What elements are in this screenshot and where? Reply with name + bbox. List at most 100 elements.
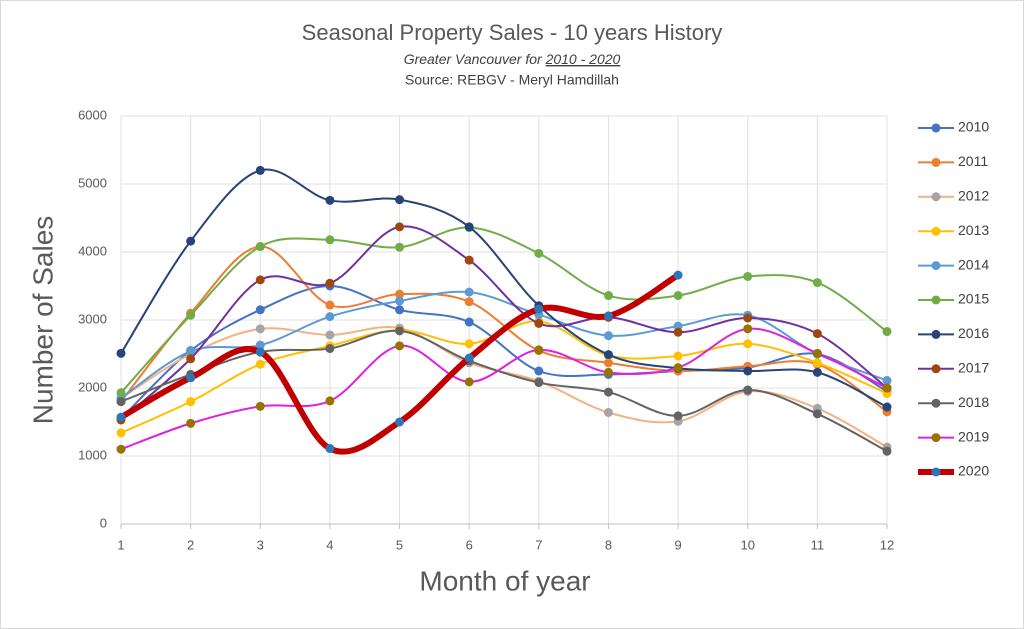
data-point bbox=[255, 165, 265, 175]
data-point bbox=[812, 409, 822, 419]
data-point bbox=[464, 339, 474, 349]
subtitle-years: 2010 - 2020 bbox=[545, 51, 621, 67]
data-point bbox=[673, 327, 683, 337]
data-point bbox=[743, 385, 753, 395]
data-point bbox=[325, 396, 335, 406]
x-tick-label: 1 bbox=[117, 537, 124, 552]
legend-marker bbox=[931, 433, 941, 443]
data-point bbox=[186, 397, 196, 407]
y-tick-label: 0 bbox=[100, 515, 107, 530]
data-point bbox=[255, 340, 265, 350]
y-tick-label: 1000 bbox=[78, 447, 107, 462]
legend-marker bbox=[931, 123, 941, 133]
x-tick-label: 9 bbox=[674, 537, 681, 552]
x-tick-label: 6 bbox=[466, 537, 473, 552]
data-point bbox=[395, 289, 405, 299]
x-tick-label: 12 bbox=[880, 537, 894, 552]
data-point bbox=[603, 291, 613, 301]
data-point bbox=[464, 287, 474, 297]
data-point bbox=[255, 242, 265, 252]
data-point bbox=[186, 310, 196, 320]
legend-marker bbox=[931, 329, 941, 339]
data-point bbox=[186, 373, 196, 383]
legend-label: 2016 bbox=[958, 325, 989, 341]
x-tick-label: 4 bbox=[326, 537, 333, 552]
data-point bbox=[464, 317, 474, 327]
y-tick-label: 5000 bbox=[78, 175, 107, 190]
data-point bbox=[186, 346, 196, 356]
data-point bbox=[673, 411, 683, 421]
data-point bbox=[325, 278, 335, 288]
legend-label: 2013 bbox=[958, 222, 989, 238]
legend-marker bbox=[931, 226, 941, 236]
legend-label: 2020 bbox=[958, 463, 989, 479]
data-point bbox=[255, 305, 265, 315]
data-point bbox=[255, 347, 265, 357]
data-point bbox=[116, 444, 126, 454]
y-tick-label: 4000 bbox=[78, 243, 107, 258]
y-tick-label: 3000 bbox=[78, 311, 107, 326]
legend-marker bbox=[931, 398, 941, 408]
data-point bbox=[743, 339, 753, 349]
data-point bbox=[743, 313, 753, 323]
data-point bbox=[325, 312, 335, 322]
data-point bbox=[603, 407, 613, 417]
data-point bbox=[882, 376, 892, 386]
data-point bbox=[255, 275, 265, 285]
data-point bbox=[812, 278, 822, 288]
data-point bbox=[673, 270, 683, 280]
legend-marker bbox=[931, 261, 941, 271]
series-line bbox=[120, 329, 888, 453]
legend-label: 2019 bbox=[958, 428, 989, 444]
data-point bbox=[673, 351, 683, 361]
data-point bbox=[603, 311, 613, 321]
legend-label: 2010 bbox=[958, 119, 989, 135]
data-point bbox=[812, 329, 822, 339]
data-point bbox=[603, 387, 613, 397]
data-point bbox=[882, 383, 892, 393]
data-point bbox=[534, 345, 544, 355]
data-point bbox=[116, 397, 126, 407]
data-point bbox=[325, 344, 335, 354]
data-point bbox=[395, 195, 405, 205]
data-point bbox=[534, 304, 544, 314]
data-point bbox=[116, 412, 126, 422]
data-point bbox=[812, 367, 822, 377]
data-point bbox=[882, 327, 892, 337]
data-point bbox=[812, 348, 822, 358]
x-tick-label: 10 bbox=[740, 537, 754, 552]
data-point bbox=[325, 300, 335, 310]
data-point bbox=[882, 402, 892, 412]
subtitle-lead: Greater Vancouver for bbox=[404, 51, 543, 67]
legend-marker bbox=[931, 157, 941, 167]
legend-label: 2014 bbox=[958, 256, 989, 272]
data-point bbox=[464, 353, 474, 363]
data-point bbox=[395, 242, 405, 252]
y-tick-label: 6000 bbox=[78, 107, 107, 122]
data-point bbox=[255, 359, 265, 369]
data-point bbox=[186, 418, 196, 428]
x-tick-label: 2 bbox=[187, 537, 194, 552]
data-point bbox=[255, 324, 265, 334]
legend-label: 2018 bbox=[958, 394, 989, 410]
data-point bbox=[325, 235, 335, 245]
chart-source: Source: REBGV - Meryl Hamdillah bbox=[405, 72, 619, 88]
data-point bbox=[116, 388, 126, 398]
data-point bbox=[534, 248, 544, 258]
data-point bbox=[186, 354, 196, 364]
data-point bbox=[673, 291, 683, 301]
data-point bbox=[395, 417, 405, 427]
data-point bbox=[603, 331, 613, 341]
data-point bbox=[464, 222, 474, 232]
legend-label: 2015 bbox=[958, 291, 989, 307]
data-point bbox=[464, 377, 474, 387]
data-point bbox=[395, 326, 405, 336]
data-point bbox=[116, 348, 126, 358]
data-point bbox=[395, 341, 405, 351]
legend-label: 2012 bbox=[958, 188, 989, 204]
chart-title: Seasonal Property Sales - 10 years Histo… bbox=[302, 20, 723, 45]
y-tick-label: 2000 bbox=[78, 379, 107, 394]
x-tick-label: 5 bbox=[396, 537, 403, 552]
